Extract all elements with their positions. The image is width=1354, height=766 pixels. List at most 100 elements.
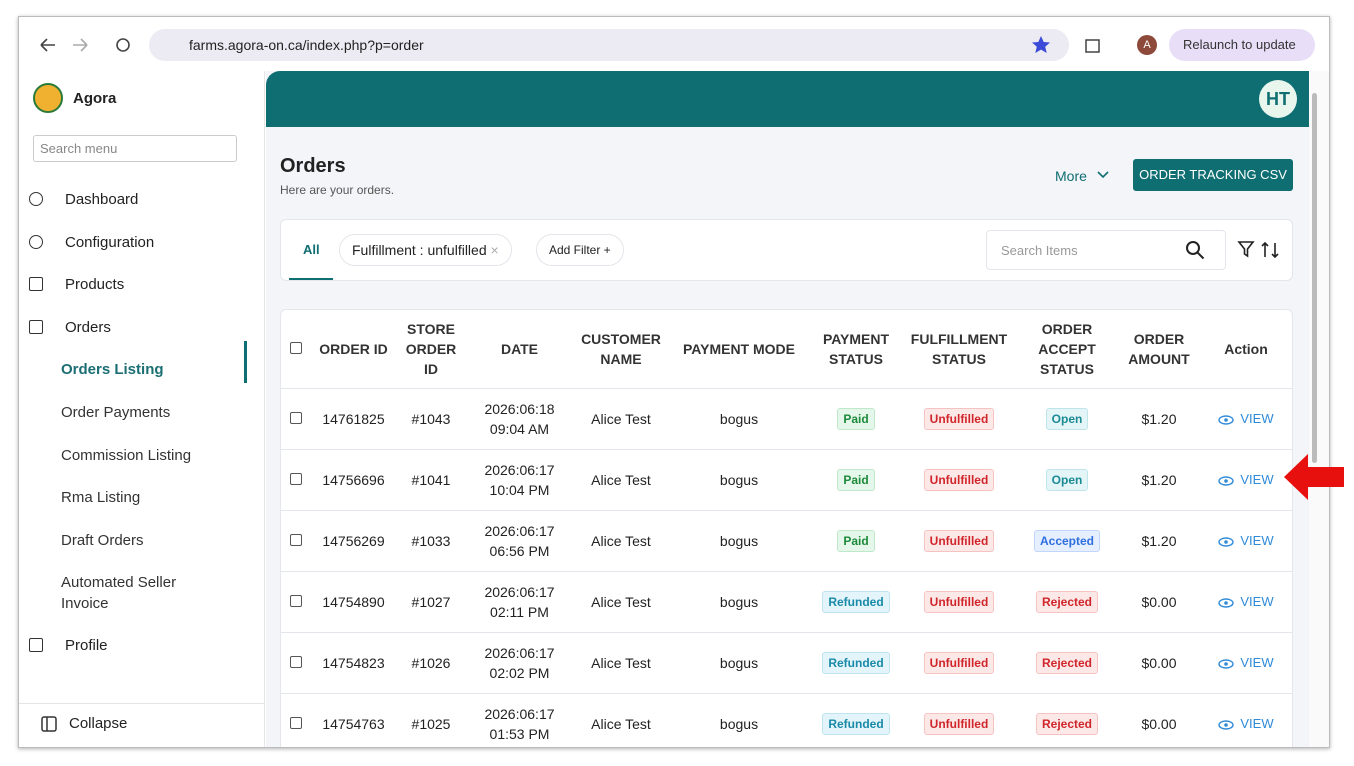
cell: Unfulfilled (903, 449, 1015, 511)
menu-item[interactable]: Orders Listing (61, 361, 164, 379)
search-menu[interactable]: Search menu (33, 135, 237, 162)
row-select[interactable] (281, 510, 311, 572)
cell: bogus (669, 632, 809, 694)
status-badge: Rejected (1035, 712, 1099, 735)
filter-sort-icons[interactable] (1237, 240, 1283, 260)
row-select[interactable] (281, 632, 311, 694)
cell: 14754763 (311, 693, 396, 747)
cell: #1027 (396, 571, 466, 633)
cell: 2026:06:18 09:04 AM (466, 388, 573, 450)
address-bar[interactable]: farms.agora-on.ca/index.php?p=order (149, 29, 1069, 61)
more-menu[interactable]: More (1055, 168, 1087, 184)
menu-item[interactable]: Profile (65, 637, 108, 655)
cell-text: #1026 (411, 654, 451, 671)
search-icon[interactable] (1185, 240, 1205, 260)
status-badge: Paid (837, 407, 875, 430)
status-badge: Refunded (822, 712, 890, 735)
tab-all[interactable]: All (303, 242, 320, 257)
profile-avatar[interactable]: A (1137, 35, 1157, 55)
column-header: ORDER ACCEPT STATUS (1015, 310, 1119, 389)
action-cell: VIEW (1199, 510, 1292, 572)
row-select[interactable] (281, 693, 311, 747)
menu-icon (29, 638, 43, 653)
menu-item[interactable]: Dashboard (65, 191, 139, 208)
cell-text: bogus (719, 654, 759, 671)
collapse-icon (41, 716, 57, 732)
status-badge: Unfulfilled (923, 712, 995, 735)
cell: $1.20 (1119, 388, 1199, 450)
bookmark-star[interactable] (1031, 35, 1051, 55)
select-all[interactable] (281, 310, 311, 389)
status-badge: Unfulfilled (923, 590, 995, 613)
menu-item[interactable]: Configuration (65, 233, 155, 251)
main-content: HT Orders Here are your orders. More ORD… (266, 71, 1309, 747)
view-label[interactable]: VIEW (1240, 411, 1274, 426)
cell: Paid (809, 449, 903, 511)
cell: 14754890 (311, 571, 396, 633)
cell: $0.00 (1119, 693, 1199, 747)
extensions-icon[interactable] (1083, 35, 1103, 55)
cell-text: bogus (719, 532, 759, 549)
menu-item[interactable]: Orders (65, 318, 111, 336)
order-row: 14754763 #1025 2026:06:17 01:53 PM Alice Te… (281, 693, 1292, 747)
view-label[interactable]: VIEW (1240, 716, 1274, 731)
cell: 14756269 (311, 510, 396, 572)
menu-item[interactable]: Rma Listing (61, 489, 141, 507)
user-avatar[interactable]: HT (1259, 80, 1297, 118)
relaunch-button[interactable]: Relaunch to update (1169, 29, 1315, 61)
cell: Paid (809, 388, 903, 450)
active-indicator (244, 341, 247, 383)
order-row: 14761825 #1043 2026:06:18 09:04 AM Alice Te… (281, 388, 1292, 450)
column-header: PAYMENT MODE (669, 310, 809, 389)
cell-text: 2026:06:18 09:04 AM (484, 400, 555, 437)
view-link[interactable]: VIEW (1218, 716, 1274, 731)
browser-window: farms.agora-on.ca/index.php?p=order A Re… (18, 16, 1330, 748)
row-select[interactable] (281, 571, 311, 633)
cell: #1043 (396, 388, 466, 450)
view-label[interactable]: VIEW (1240, 533, 1274, 548)
menu-item[interactable]: Order Payments (61, 404, 171, 421)
cell: #1033 (396, 510, 466, 572)
collapse-button[interactable]: Collapse (69, 715, 128, 732)
column-header: CUSTOMER NAME (573, 310, 669, 389)
cell-text: bogus (719, 410, 759, 427)
row-select[interactable] (281, 388, 311, 450)
order-row: 14754890 #1027 2026:06:17 02:11 PM Alice Te… (281, 571, 1292, 633)
menu-icon (29, 234, 43, 249)
search-items[interactable]: Search Items (986, 230, 1226, 270)
cell-text: $1.20 (1141, 410, 1177, 427)
view-link[interactable]: VIEW (1218, 411, 1274, 426)
row-select[interactable] (281, 449, 311, 511)
view-link[interactable]: VIEW (1218, 472, 1274, 487)
cell: Alice Test (573, 693, 669, 747)
view-link[interactable]: VIEW (1218, 655, 1274, 670)
menu-item[interactable]: Automated Seller Invoice (61, 574, 177, 613)
orders-table: ORDER ID STORE ORDER ID DATE CUSTOMER NAME P… (280, 309, 1293, 747)
cell-text: bogus (719, 593, 759, 610)
cell: Paid (809, 510, 903, 572)
menu-item[interactable]: Commission Listing (61, 446, 192, 464)
cell: 14761825 (311, 388, 396, 450)
order-row: 14754823 #1026 2026:06:17 02:02 PM Alice Te… (281, 632, 1292, 694)
csv-button[interactable]: ORDER TRACKING CSV (1133, 159, 1293, 191)
scrollbar[interactable] (1309, 71, 1329, 747)
add-filter[interactable]: Add Filter + (536, 234, 624, 266)
cell: Rejected (1015, 693, 1119, 747)
status-badge: Unfulfilled (923, 407, 995, 430)
cell: Alice Test (573, 388, 669, 450)
view-label[interactable]: VIEW (1240, 594, 1274, 609)
view-label[interactable]: VIEW (1240, 655, 1274, 670)
scroll-thumb[interactable] (1312, 93, 1317, 463)
filter-chip[interactable]: Fulfillment : unfulfilled × (339, 234, 512, 266)
order-row: 14756696 #1041 2026:06:17 10:04 PM Alice Te… (281, 449, 1292, 511)
nav-buttons[interactable] (37, 33, 137, 57)
cell: 2026:06:17 02:11 PM (466, 571, 573, 633)
view-link[interactable]: VIEW (1218, 533, 1274, 548)
menu-item[interactable]: Products (65, 276, 125, 294)
cell-text: Alice Test (591, 532, 651, 549)
page-subtitle: Here are your orders. (280, 183, 395, 197)
view-link[interactable]: VIEW (1218, 594, 1274, 609)
cell: Unfulfilled (903, 632, 1015, 694)
menu-item[interactable]: Draft Orders (61, 531, 144, 549)
view-label[interactable]: VIEW (1240, 472, 1274, 487)
